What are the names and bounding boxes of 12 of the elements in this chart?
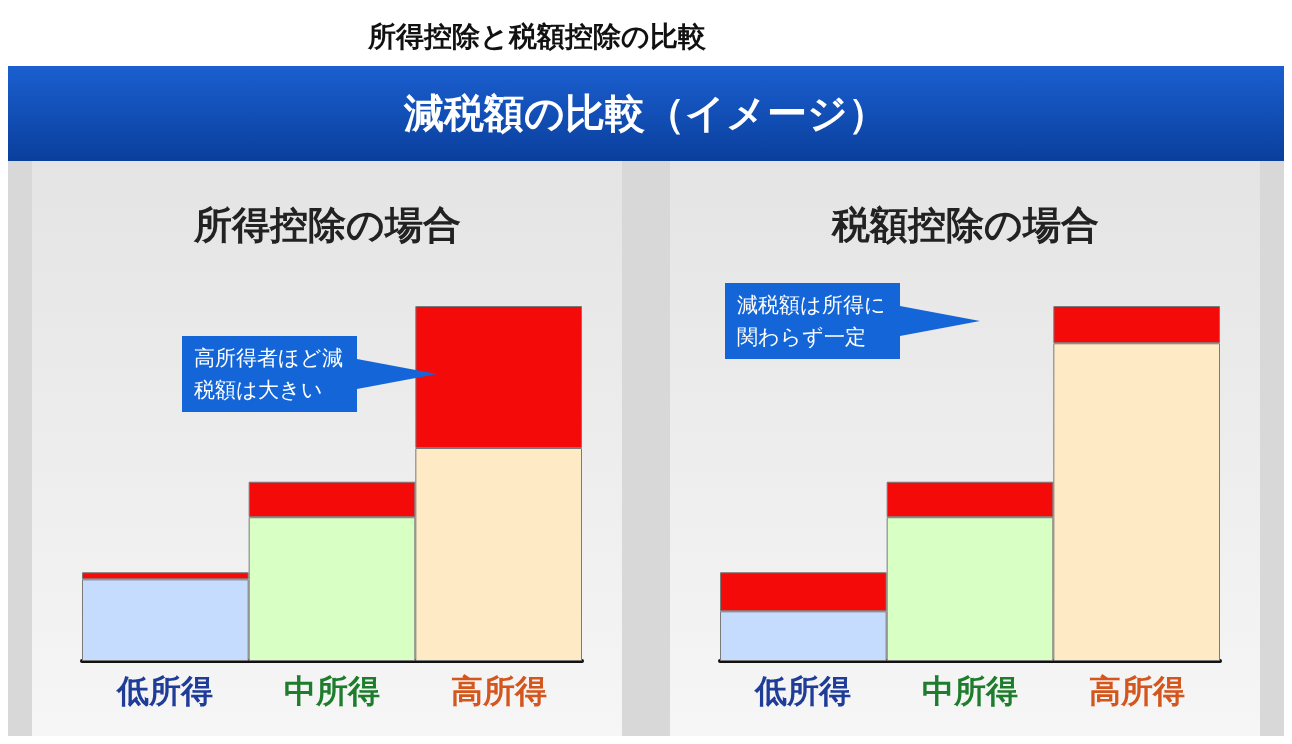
annotation: 減税額は所得に関わらず一定	[725, 283, 901, 359]
annotation: 高所得者ほど減税額は大きい	[182, 336, 358, 412]
chart-title: 税額控除の場合	[830, 203, 1099, 247]
x-tick-label: 低所得	[115, 672, 214, 710]
x-tick-label: 低所得	[753, 672, 852, 710]
x-tick-label: 高所得	[450, 672, 547, 710]
text: 所得控除と税額控除の比較	[367, 19, 707, 55]
chart-title: 所得控除の場合	[192, 203, 461, 247]
x-tick-label: 中所得	[284, 672, 380, 710]
x-tick-label: 高所得	[1088, 672, 1185, 710]
x-tick-label: 中所得	[922, 672, 1018, 710]
text: 減税額の比較（イメージ）	[8, 66, 1284, 161]
